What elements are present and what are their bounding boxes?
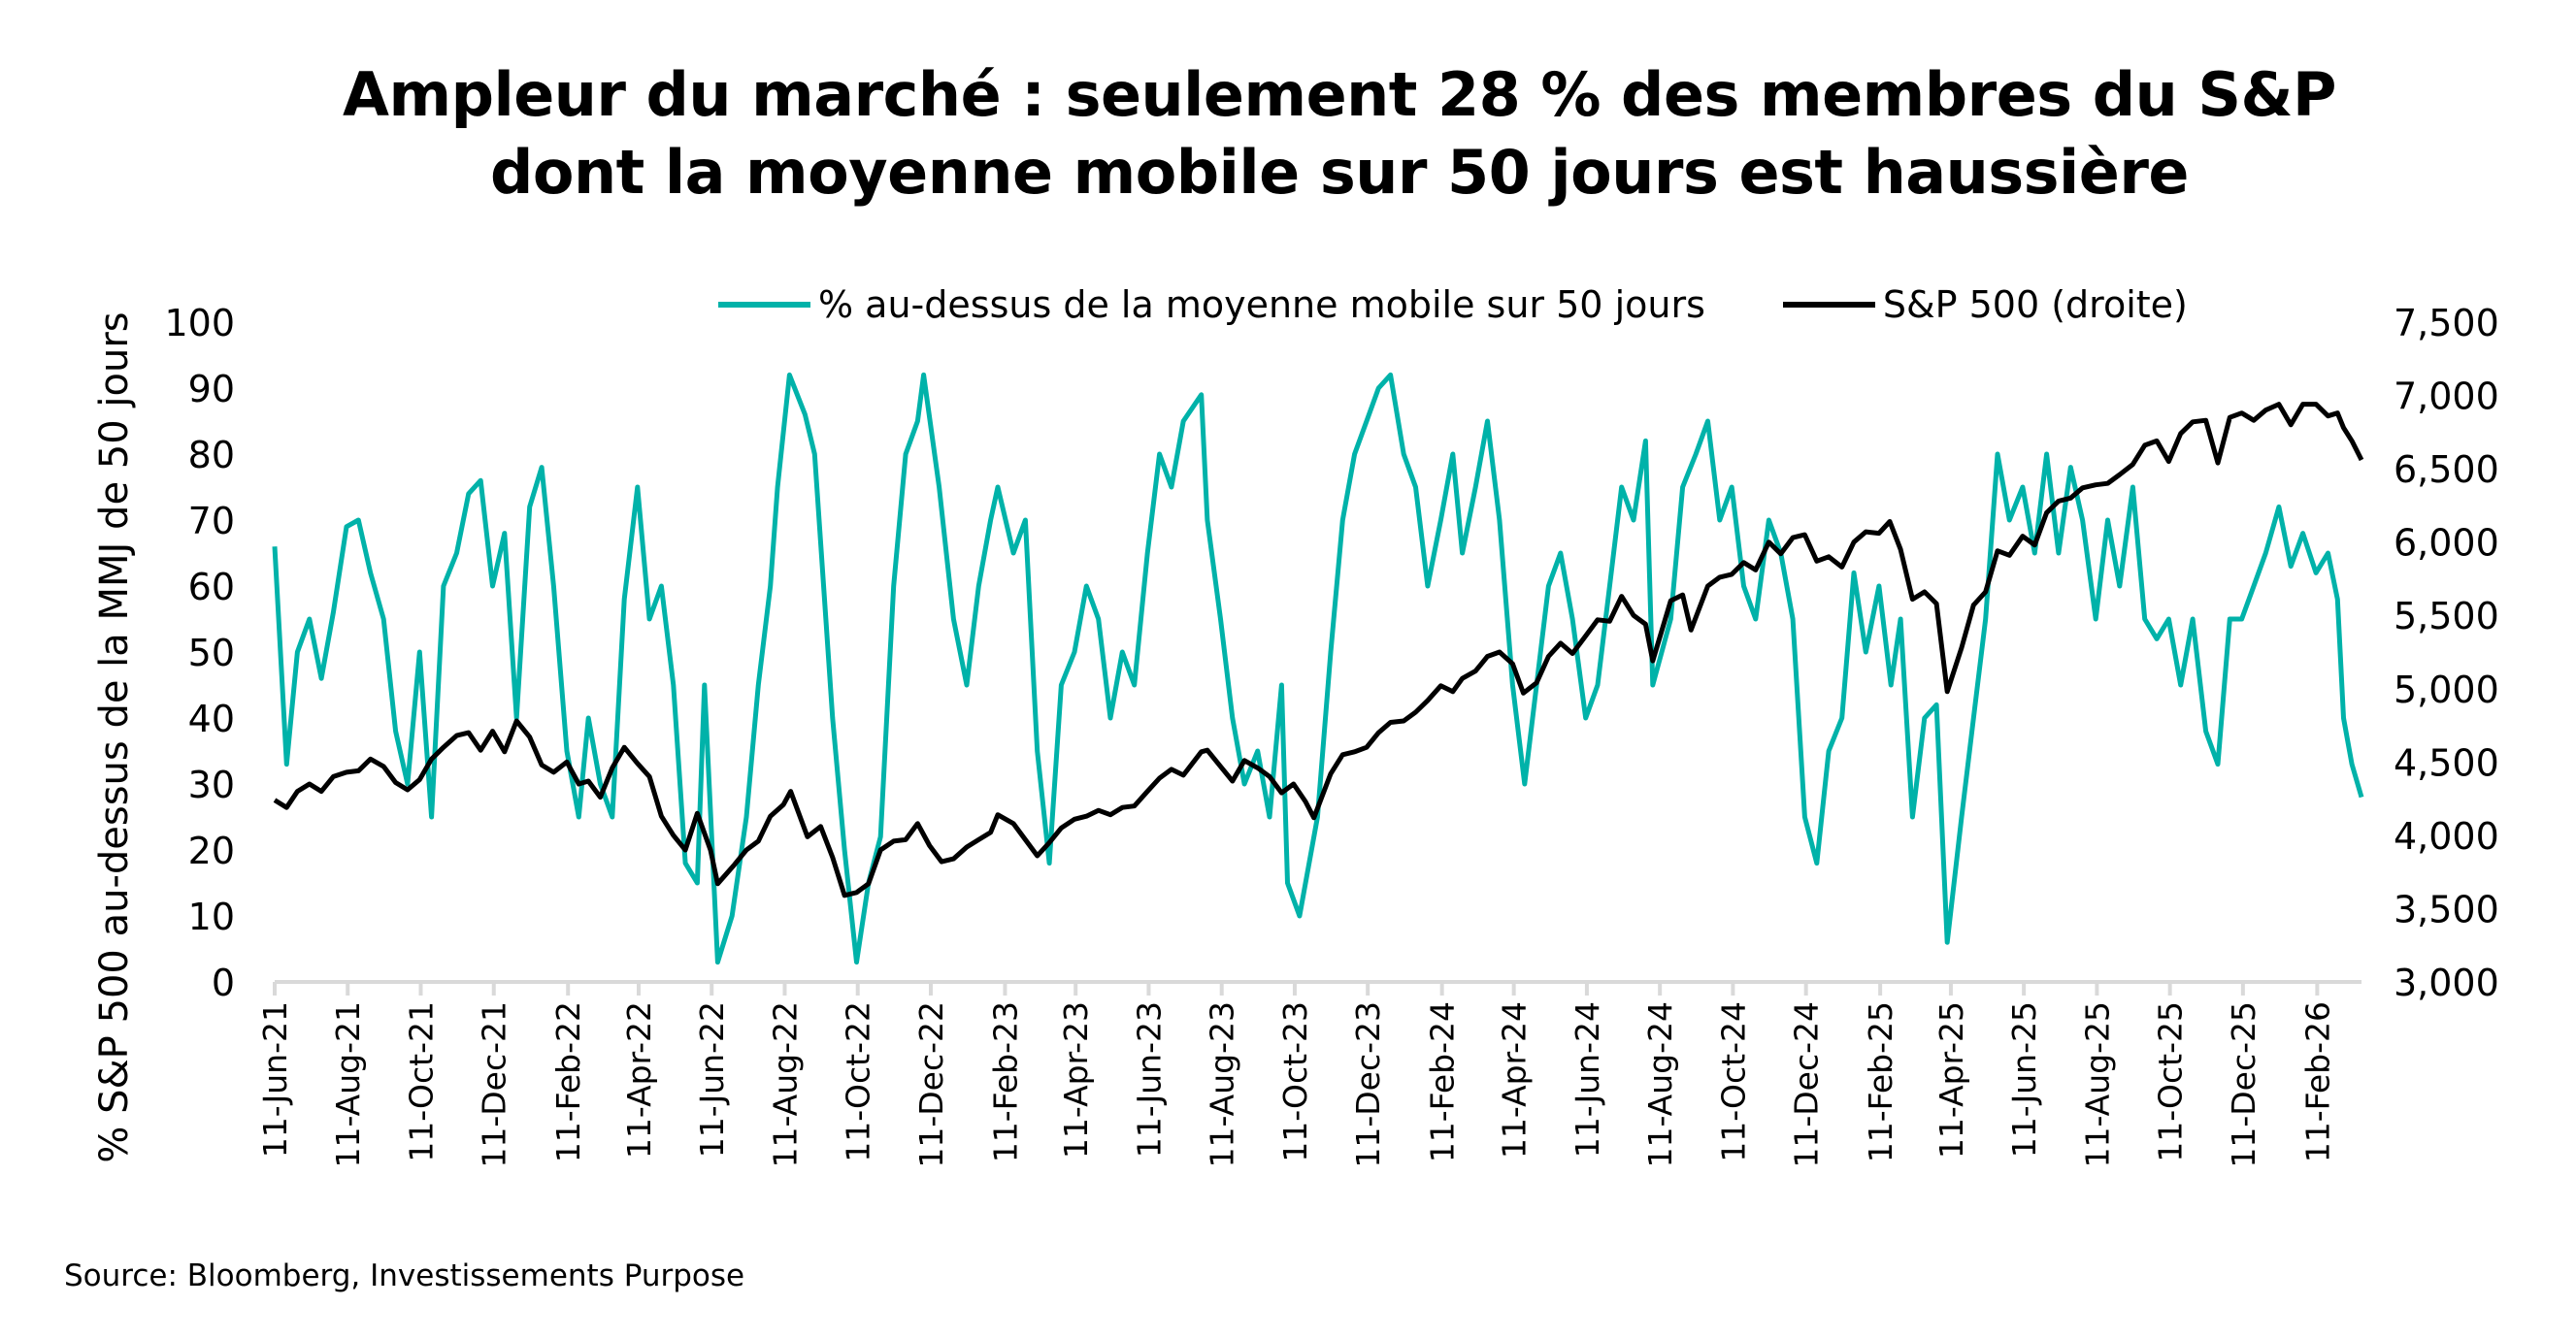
legend-swatch-spx — [1782, 302, 1875, 308]
y-tick-right: 4,500 — [2394, 741, 2499, 784]
y-tick-left: 10 — [188, 896, 235, 938]
x-tick-label: 11-Jun-22 — [693, 1001, 731, 1158]
y-tick-left: 0 — [212, 962, 235, 1004]
x-tick-label: 11-Aug-25 — [2078, 1001, 2116, 1168]
y-tick-right: 5,000 — [2394, 669, 2499, 711]
x-tick-label: 11-Dec-25 — [2225, 1001, 2262, 1168]
x-tick-label: 11-Apr-25 — [1932, 1001, 1970, 1159]
y-tick-right: 4,000 — [2394, 815, 2499, 858]
y-tick-left: 100 — [164, 302, 235, 344]
legend-swatch-breadth — [718, 302, 810, 308]
x-tick-label: 11-Jun-24 — [1569, 1001, 1606, 1158]
x-tick-label: 11-Jun-25 — [2005, 1001, 2043, 1158]
chart-title-line-2: dont la moyenne mobile sur 50 jours est … — [490, 137, 2189, 208]
x-tick-label: 11-Aug-21 — [329, 1001, 367, 1168]
legend-item-breadth: % au-dessus de la moyenne mobile sur 50 … — [718, 283, 1705, 326]
y-tick-right: 5,500 — [2394, 595, 2499, 637]
x-tick-label: 11-Apr-22 — [620, 1001, 658, 1159]
x-tick-label: 11-Oct-25 — [2152, 1001, 2190, 1162]
x-tick-label: 11-Feb-26 — [2298, 1001, 2336, 1162]
x-tick-label: 11-Oct-22 — [840, 1001, 877, 1162]
x-tick-label: 11-Oct-23 — [1276, 1001, 1314, 1162]
y-tick-right: 6,000 — [2394, 522, 2499, 565]
x-tick-label: 11-Feb-25 — [1862, 1001, 1899, 1162]
y-tick-left: 20 — [188, 830, 235, 872]
x-tick-label: 11-Jun-21 — [256, 1001, 294, 1158]
x-tick-label: 11-Dec-24 — [1788, 1001, 1826, 1168]
y-tick-right: 7,500 — [2394, 302, 2499, 344]
x-tick-label: 11-Aug-22 — [766, 1001, 804, 1168]
x-tick-label: 11-Aug-23 — [1204, 1001, 1241, 1168]
chart-title: Ampleur du marché : seulement 28 % des m… — [243, 56, 2436, 212]
y-tick-left: 30 — [188, 764, 235, 806]
x-tick-label: 11-Oct-24 — [1714, 1001, 1752, 1162]
y-tick-right: 3,500 — [2394, 888, 2499, 931]
legend-label-spx: S&P 500 (droite) — [1882, 283, 2188, 326]
y-tick-left: 50 — [188, 632, 235, 674]
series-line-breadth — [272, 372, 2364, 965]
y-tick-right: 3,000 — [2394, 962, 2499, 1004]
legend-label-breadth: % au-dessus de la moyenne mobile sur 50 … — [818, 283, 1705, 326]
series-line-spx — [273, 402, 2364, 898]
x-tick-label: 11-Feb-23 — [986, 1001, 1024, 1162]
y-tick-left: 90 — [188, 368, 235, 410]
y-tick-left: 80 — [188, 434, 235, 476]
x-tick-label: 11-Feb-24 — [1424, 1001, 1462, 1162]
y-tick-left: 40 — [188, 698, 235, 740]
x-tick-label: 11-Feb-22 — [549, 1001, 587, 1162]
y-tick-left: 70 — [188, 500, 235, 542]
x-tick-label: 11-Dec-22 — [912, 1001, 950, 1168]
x-tick-label: 11-Aug-24 — [1641, 1001, 1679, 1168]
y-tick-left: 60 — [188, 566, 235, 608]
y-tick-right: 6,500 — [2394, 448, 2499, 491]
legend: % au-dessus de la moyenne mobile sur 50 … — [718, 283, 2265, 326]
x-tick-label: 11-Apr-23 — [1057, 1001, 1095, 1159]
x-tick-label: 11-Jun-23 — [1130, 1001, 1168, 1158]
x-tick-label: 11-Dec-23 — [1349, 1001, 1387, 1168]
x-tick-label: 11-Apr-24 — [1496, 1001, 1534, 1159]
x-tick-label: 11-Dec-21 — [476, 1001, 513, 1168]
chart-title-line-1: Ampleur du marché : seulement 28 % des m… — [342, 59, 2337, 130]
x-tick-label: 11-Oct-21 — [402, 1001, 440, 1162]
source-note: Source: Bloomberg, Investissements Purpo… — [64, 1258, 745, 1293]
y-tick-right: 7,000 — [2394, 376, 2499, 418]
legend-item-spx: S&P 500 (droite) — [1782, 283, 2188, 326]
